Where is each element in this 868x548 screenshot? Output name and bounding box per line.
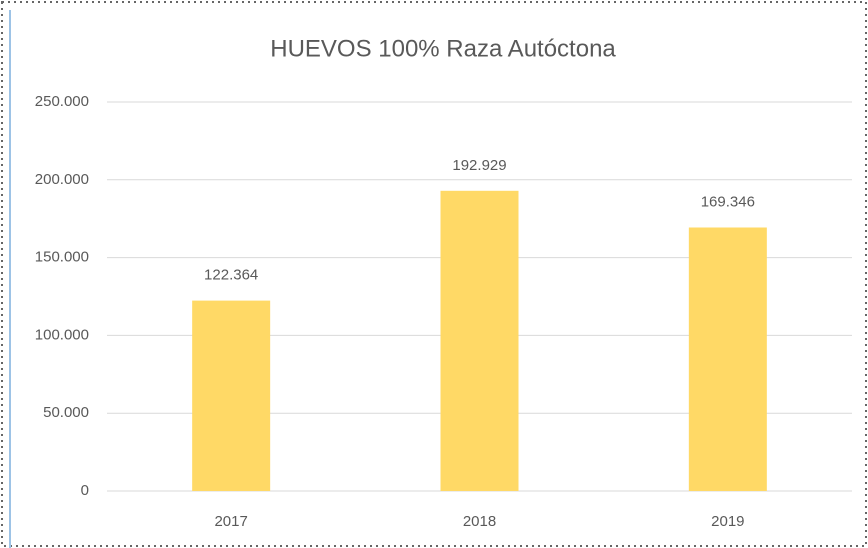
data-label: 169.346 [701, 193, 755, 210]
y-tick-label: 100.000 [35, 326, 89, 343]
x-tick-label: 2017 [214, 513, 247, 530]
bar [440, 190, 519, 491]
x-tick-label: 2019 [711, 513, 744, 530]
y-tick-label: 250.000 [35, 93, 89, 110]
data-label: 192.929 [452, 157, 506, 174]
chart-title: HUEVOS 100% Raza Autóctona [270, 35, 616, 62]
y-tick-label: 0 [81, 482, 89, 499]
y-tick-label: 50.000 [43, 404, 89, 421]
y-tick-label: 150.000 [35, 249, 89, 266]
bar [192, 300, 271, 491]
x-tick-label: 2018 [463, 513, 496, 530]
data-label: 122.364 [204, 267, 258, 284]
y-tick-label: 200.000 [35, 171, 89, 188]
bar [688, 227, 767, 491]
